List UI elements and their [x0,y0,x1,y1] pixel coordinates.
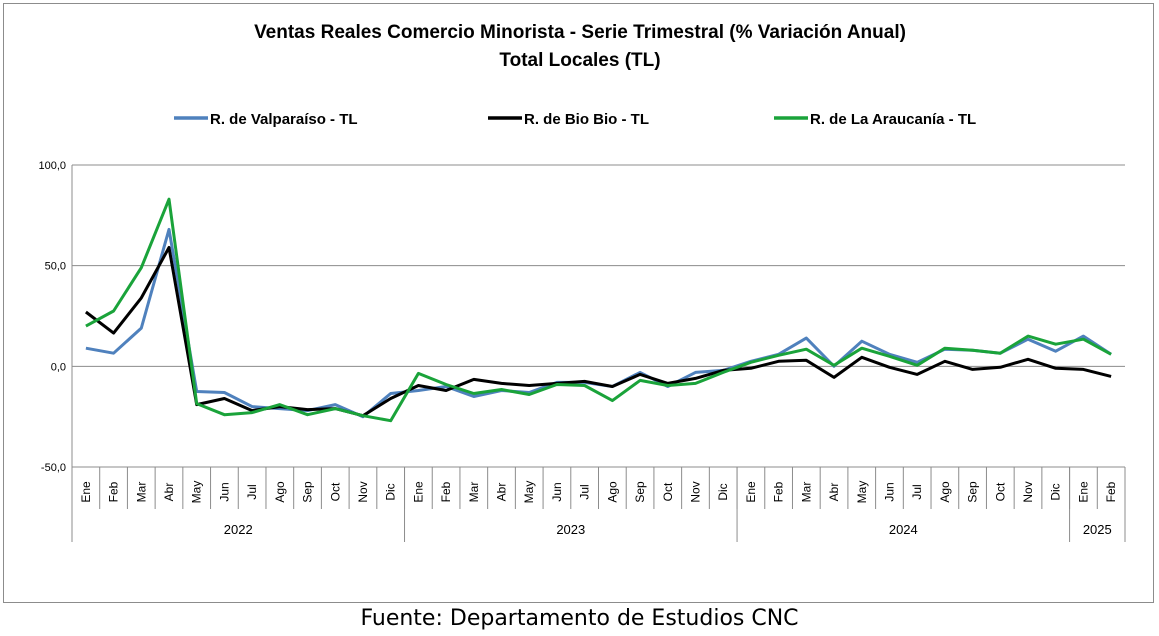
x-tick-label: Ene [1076,481,1090,503]
x-group-label: 2025 [1083,522,1112,537]
x-tick-label: Jun [550,482,564,501]
x-axis: Ene Feb Mar Abr May Jun Jul Ago Sep Oct Nov Dic Ene F… [71,467,1126,542]
x-tick-label: Ago [273,481,287,503]
x-tick-label: Mar [134,482,148,503]
x-tick-label: Nov [688,481,702,502]
x-tick-label: Jun [882,482,896,501]
x-tick-label: Ene [79,481,93,503]
x-group-label: 2024 [889,522,918,537]
x-tick-label: Mar [467,482,481,503]
y-axis: 100,0 50,0 0,0 -50,0 [38,160,73,474]
source-note: Fuente: Departamento de Estudios CNC [360,606,799,631]
x-tick-label: Feb [107,481,121,502]
x-tick-label: Mar [799,482,813,503]
x-tick-label: Feb [439,481,453,502]
x-group-label: 2023 [556,522,585,537]
legend-label: R. de Bio Bio - TL [524,111,649,128]
x-tick-label: Jul [910,484,924,499]
series-line [84,246,1112,418]
x-tick-label: Oct [328,482,342,501]
y-tick-label: 0,0 [51,361,66,373]
y-tick-label: 50,0 [45,261,66,273]
legend-label: R. de La Araucanía - TL [810,111,976,128]
plot-area [84,197,1112,423]
x-tick-label: May [190,481,204,504]
x-tick-label: Ene [411,481,425,503]
legend-label: R. de Valparaíso - TL [210,111,358,128]
x-tick-label: Sep [633,481,647,503]
x-tick-label: Jul [578,484,592,499]
series-line [85,227,1112,419]
x-tick-label: Feb [772,481,786,502]
x-tick-label: Dic [1049,483,1063,500]
grid-lines [72,164,1125,468]
x-tick-label: Ago [938,481,952,503]
x-tick-label: May [522,481,536,504]
series-line [85,197,1112,423]
x-tick-label: Sep [301,481,315,503]
x-tick-label: Ene [744,481,758,503]
chart-frame: Ventas Reales Comercio Minorista - Serie… [3,3,1154,603]
chart-subtitle: Total Locales (TL) [499,50,660,71]
x-tick-label: Oct [993,482,1007,501]
x-tick-label: Oct [661,482,675,501]
y-tick-label: 100,0 [38,160,66,172]
x-tick-label: Sep [966,481,980,503]
x-tick-label: Nov [356,481,370,502]
x-tick-label: Feb [1104,481,1118,502]
x-tick-label: Dic [716,483,730,500]
x-tick-label: Ago [605,481,619,503]
x-tick-label: Abr [162,483,176,502]
x-tick-label: Abr [495,483,509,502]
y-tick-label: -50,0 [41,462,66,474]
legend: R. de Valparaíso - TL R. de Bio Bio - TL R… [174,111,976,128]
x-tick-label: Jul [245,484,259,499]
x-tick-label: Abr [827,483,841,502]
chart-title: Ventas Reales Comercio Minorista - Serie… [254,22,906,43]
x-tick-label: Dic [384,483,398,500]
x-tick-label: Jun [217,482,231,501]
line-chart: Ventas Reales Comercio Minorista - Serie… [38,22,1126,542]
x-group-label: 2022 [224,522,253,537]
x-tick-label: May [855,481,869,504]
x-tick-label: Nov [1021,481,1035,502]
